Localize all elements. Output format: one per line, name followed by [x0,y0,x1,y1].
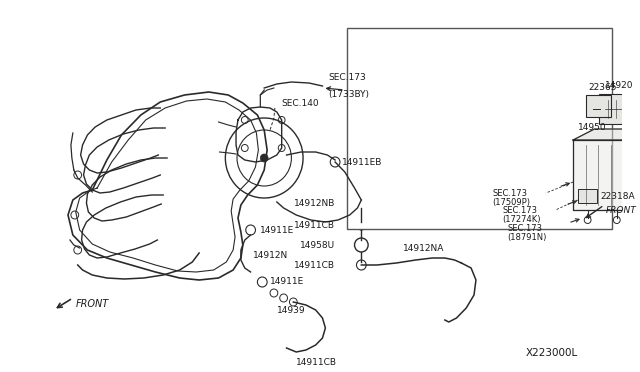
Text: X223000L: X223000L [525,348,578,358]
Text: 14920: 14920 [605,81,634,90]
Text: 14912NB: 14912NB [294,199,335,208]
Text: 14911EB: 14911EB [342,157,382,167]
Text: SEC.173: SEC.173 [492,189,527,198]
Text: SEC.173: SEC.173 [502,205,537,215]
Text: 14912NA: 14912NA [403,244,444,253]
FancyBboxPatch shape [599,94,638,124]
Text: (1733BY): (1733BY) [328,90,369,99]
Text: SEC.173: SEC.173 [507,224,542,232]
Text: FRONT: FRONT [76,299,109,309]
Text: 14911E: 14911E [270,278,304,286]
Text: SEC.173: SEC.173 [328,73,366,82]
Polygon shape [573,129,640,140]
Text: SEC.140: SEC.140 [282,99,319,108]
FancyBboxPatch shape [578,189,597,203]
Circle shape [260,154,268,162]
Text: (17274K): (17274K) [502,215,541,224]
Text: FRONT: FRONT [606,205,637,215]
Text: 14911E: 14911E [260,225,294,234]
Polygon shape [573,140,640,210]
Bar [347,28,612,229]
Text: (17509P): (17509P) [492,198,531,206]
FancyBboxPatch shape [586,95,611,117]
Text: 22365: 22365 [589,83,617,92]
Text: 14912N: 14912N [253,250,288,260]
Text: 14939: 14939 [277,306,305,315]
Text: 14958U: 14958U [300,241,335,250]
Text: 14911CB: 14911CB [294,260,335,269]
Text: (18791N): (18791N) [507,232,547,241]
Text: 14911CB: 14911CB [296,358,337,367]
Text: 22318A: 22318A [600,192,635,201]
Text: 14911CB: 14911CB [294,221,335,230]
Text: 14950: 14950 [578,123,607,132]
